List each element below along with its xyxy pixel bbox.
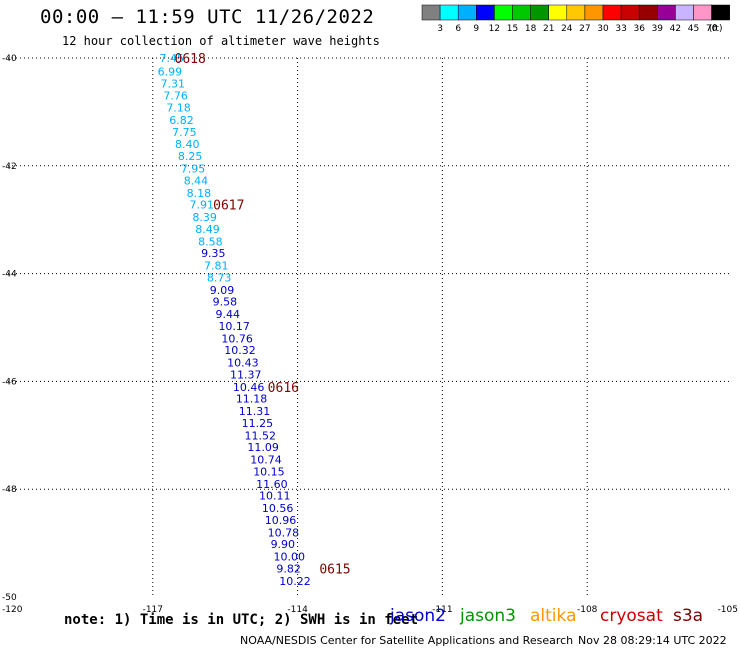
color-scale-label: 39 xyxy=(652,24,664,34)
wave-height-value: 8.58 xyxy=(198,235,223,248)
wave-height-value: 8.40 xyxy=(175,138,200,151)
footer-credit: NOAA/NESDIS Center for Satellite Applica… xyxy=(240,634,574,647)
wave-height-value: 7.45 xyxy=(160,52,185,65)
legend-s3a: s3a xyxy=(673,606,704,626)
wave-height-value: 6.82 xyxy=(169,114,194,127)
wave-height-value: 9.09 xyxy=(210,284,235,297)
y-tick-label: -40 xyxy=(2,54,17,64)
wave-height-value: 9.90 xyxy=(271,538,296,551)
wave-height-value: 11.31 xyxy=(239,405,271,418)
wave-height-value: 7.81 xyxy=(204,260,229,273)
wave-height-value: 7.31 xyxy=(161,77,186,90)
wave-height-value: 10.46 xyxy=(233,381,265,394)
wave-height-value: 8.44 xyxy=(184,174,209,187)
color-scale-label: 24 xyxy=(561,24,573,34)
x-tick-label: -120 xyxy=(2,605,23,615)
wave-height-value: 10.78 xyxy=(268,526,300,539)
x-tick-label: -105 xyxy=(718,605,738,615)
color-scale-label: 15 xyxy=(507,24,518,34)
track-time-label: 0616 xyxy=(268,381,299,396)
color-scale-label: 33 xyxy=(615,24,626,34)
wave-height-value: 10.76 xyxy=(221,332,253,345)
wave-height-value: 11.25 xyxy=(242,417,273,430)
color-scale-label: 45 xyxy=(688,24,699,34)
wave-height-value: 9.35 xyxy=(201,247,226,260)
color-scale-label: 30 xyxy=(597,24,609,34)
track-time-label: 0617 xyxy=(213,199,244,214)
color-scale-label: 9 xyxy=(473,24,479,34)
color-scale-bar: 3 6 9 12 15 18 21 24 27 30 33 36 39 42 45 70(ft) xyxy=(421,4,730,34)
x-tick-label: -114 xyxy=(287,605,308,615)
wave-height-value: 9.82 xyxy=(276,562,301,575)
wave-height-value: 8.39 xyxy=(192,211,217,224)
footer-note: note: 1) Time is in UTC; 2) SWH is in fe… xyxy=(64,612,419,628)
wave-height-value: 11.09 xyxy=(247,441,278,454)
x-tick-label: -111 xyxy=(432,605,452,615)
wave-height-value: 10.96 xyxy=(265,514,297,527)
x-tick-label: -108 xyxy=(577,605,598,615)
legend-cryosat: cryosat xyxy=(600,606,663,626)
y-tick-label: -50 xyxy=(2,593,17,603)
wave-height-value: 11.60 xyxy=(256,478,288,491)
x-tick-label: -117 xyxy=(143,605,163,615)
wave-height-value: 10.11 xyxy=(259,490,291,503)
color-scale-label: 42 xyxy=(670,24,681,34)
color-swatch xyxy=(711,4,730,21)
color-scale-label: 12 xyxy=(489,24,500,34)
track-time-label: 0618 xyxy=(175,52,206,67)
wave-height-value: 11.18 xyxy=(236,393,268,406)
legend-jason3: jason3 xyxy=(460,606,516,626)
y-tick-label: -44 xyxy=(2,270,17,280)
color-scale-label: 70 xyxy=(706,24,718,34)
color-scale-label: 3 xyxy=(437,24,443,34)
wave-height-value: 10.32 xyxy=(224,344,256,357)
wave-height-value: 11.52 xyxy=(245,429,276,442)
wave-height-value: 11.37 xyxy=(230,368,262,381)
wave-height-value: 6.99 xyxy=(158,65,183,78)
wave-height-value: 10.22 xyxy=(279,575,311,588)
y-tick-label: -46 xyxy=(2,377,17,387)
wave-height-value: 8.18 xyxy=(187,187,212,200)
wave-height-value: 7.18 xyxy=(166,102,191,115)
wave-height-value: 10.17 xyxy=(218,320,250,333)
wave-height-value: 8.49 xyxy=(195,223,220,236)
wave-height-value: 10.43 xyxy=(227,357,259,370)
color-scale-label: 6 xyxy=(455,24,461,34)
legend-jason2: jason2 xyxy=(390,606,446,626)
wave-height-value: 7.75 xyxy=(172,126,197,139)
wave-height-value: 10.15 xyxy=(253,465,285,478)
track-time-label: 0615 xyxy=(319,562,350,577)
wave-height-value: 10.74 xyxy=(250,454,281,467)
wave-height-value: 10.56 xyxy=(262,502,294,515)
color-scale-label: 36 xyxy=(633,24,645,34)
color-scale-label: (ft) xyxy=(709,24,723,34)
color-scale-label: 21 xyxy=(543,24,554,34)
chart-subtitle: 12 hour collection of altimeter wave hei… xyxy=(62,34,380,48)
wave-height-value: 9.58 xyxy=(213,296,238,309)
y-tick-label: -48 xyxy=(2,485,17,495)
wave-height-value: 9.44 xyxy=(216,308,241,321)
wave-height-value: 10.00 xyxy=(273,551,305,564)
footer-timestamp: Nov 28 08:29:14 UTC 2022 xyxy=(578,634,727,647)
wave-height-value: 8.25 xyxy=(178,150,203,163)
wave-height-value: 8.73 xyxy=(207,271,232,284)
wave-height-value: 7.91 xyxy=(189,199,214,212)
color-scale-label: 18 xyxy=(525,24,537,34)
wave-height-value: 7.95 xyxy=(181,162,206,175)
color-scale-label: 27 xyxy=(579,24,590,34)
y-tick-label: -42 xyxy=(2,162,17,172)
legend-altika: altika xyxy=(530,606,577,626)
chart-title: 00:00 — 11:59 UTC 11/26/2022 xyxy=(40,6,375,28)
wave-height-value: 7.76 xyxy=(163,90,188,103)
